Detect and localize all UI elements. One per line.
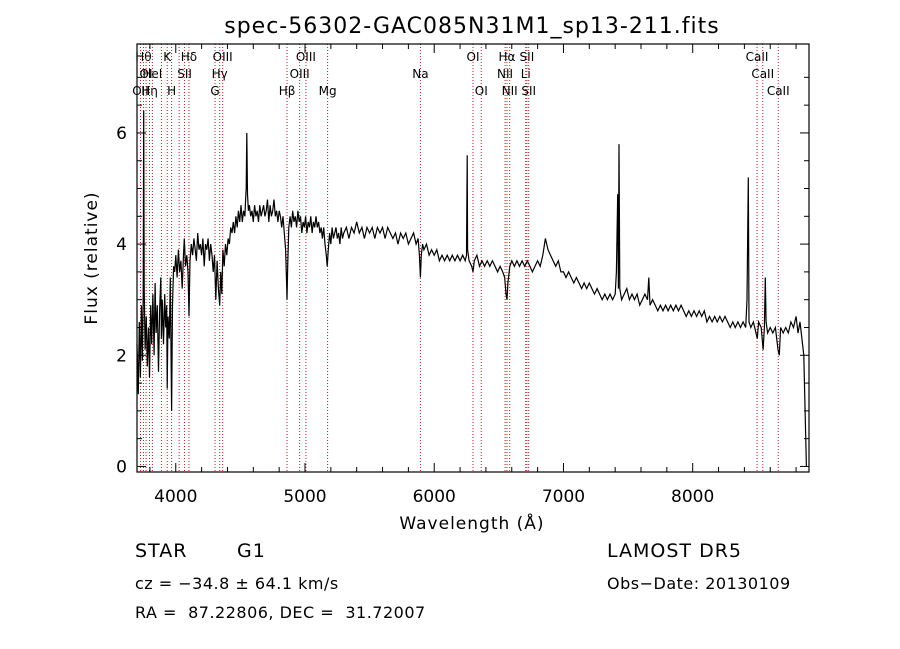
y-axis-label: Flux (relative)	[82, 191, 102, 324]
spectral-line-label: Hδ	[181, 50, 197, 64]
spectral-line-label: CaII	[767, 84, 790, 98]
spectral-line-label: Li	[521, 67, 531, 81]
y-tick-label: 2	[116, 346, 127, 366]
spectral-line-label: Hα	[499, 50, 516, 64]
y-tick-label: 4	[116, 235, 127, 255]
spectral-line-label: SII	[521, 84, 536, 98]
sky-coordinates: RA = 87.22806, DEC = 31.72007	[135, 603, 426, 622]
spectral-line-label: Hβ	[279, 84, 296, 98]
spectral-line-label: Hη	[141, 84, 158, 98]
spectral-line-label: NII	[497, 67, 513, 81]
spectral-line-label: Na	[412, 67, 428, 81]
spectrum-line	[136, 110, 807, 467]
plot-frame	[136, 43, 810, 473]
observation-date: Obs−Date: 20130109	[607, 574, 791, 593]
y-tick-label: 6	[116, 124, 127, 144]
spectral-line-label: OI	[475, 84, 488, 98]
spectral-line-label: HeI	[142, 67, 162, 81]
object-class: STAR	[135, 540, 188, 562]
object-subclass: G1	[237, 540, 266, 562]
spectral-line-label: Hθ	[135, 50, 151, 64]
spectral-line-label: Mg	[319, 84, 337, 98]
spectral-line-label: OI	[467, 50, 480, 64]
spectral-line-label: NII	[502, 84, 518, 98]
spectral-line-label: OIII	[213, 50, 233, 64]
spectral-line-label: SII	[520, 50, 535, 64]
spectral-line-label: OII	[132, 84, 149, 98]
spectral-line-label: SII	[177, 67, 192, 81]
spectral-line-label: CaII	[751, 67, 774, 81]
y-tick-label: 0	[116, 457, 127, 477]
survey-name: LAMOST DR5	[607, 540, 742, 562]
spectral-line-label: CaII	[746, 50, 769, 64]
spectral-line-label: OIII	[290, 67, 310, 81]
spectral-line-label: OIII	[296, 50, 316, 64]
chart-title: spec-56302-GAC085N31M1_sp13-211.fits	[224, 14, 720, 39]
spectral-line-label: K	[163, 50, 172, 64]
axes: 4000 5000 6000 7000 8000 0 2 4 6	[116, 44, 809, 507]
x-tick-label: 4000	[154, 487, 197, 507]
spectral-line-label: H	[167, 84, 176, 98]
spectral-line-label: Hγ	[212, 67, 228, 81]
x-axis-label: Wavelength (Å)	[399, 512, 544, 534]
redshift-velocity: cz = −34.8 ± 64.1 km/s	[135, 574, 339, 593]
spectral-line-label: G	[210, 84, 219, 98]
x-tick-label: 7000	[542, 487, 585, 507]
x-tick-label: 6000	[413, 487, 456, 507]
x-tick-label: 5000	[283, 487, 326, 507]
x-tick-label: 8000	[671, 487, 714, 507]
